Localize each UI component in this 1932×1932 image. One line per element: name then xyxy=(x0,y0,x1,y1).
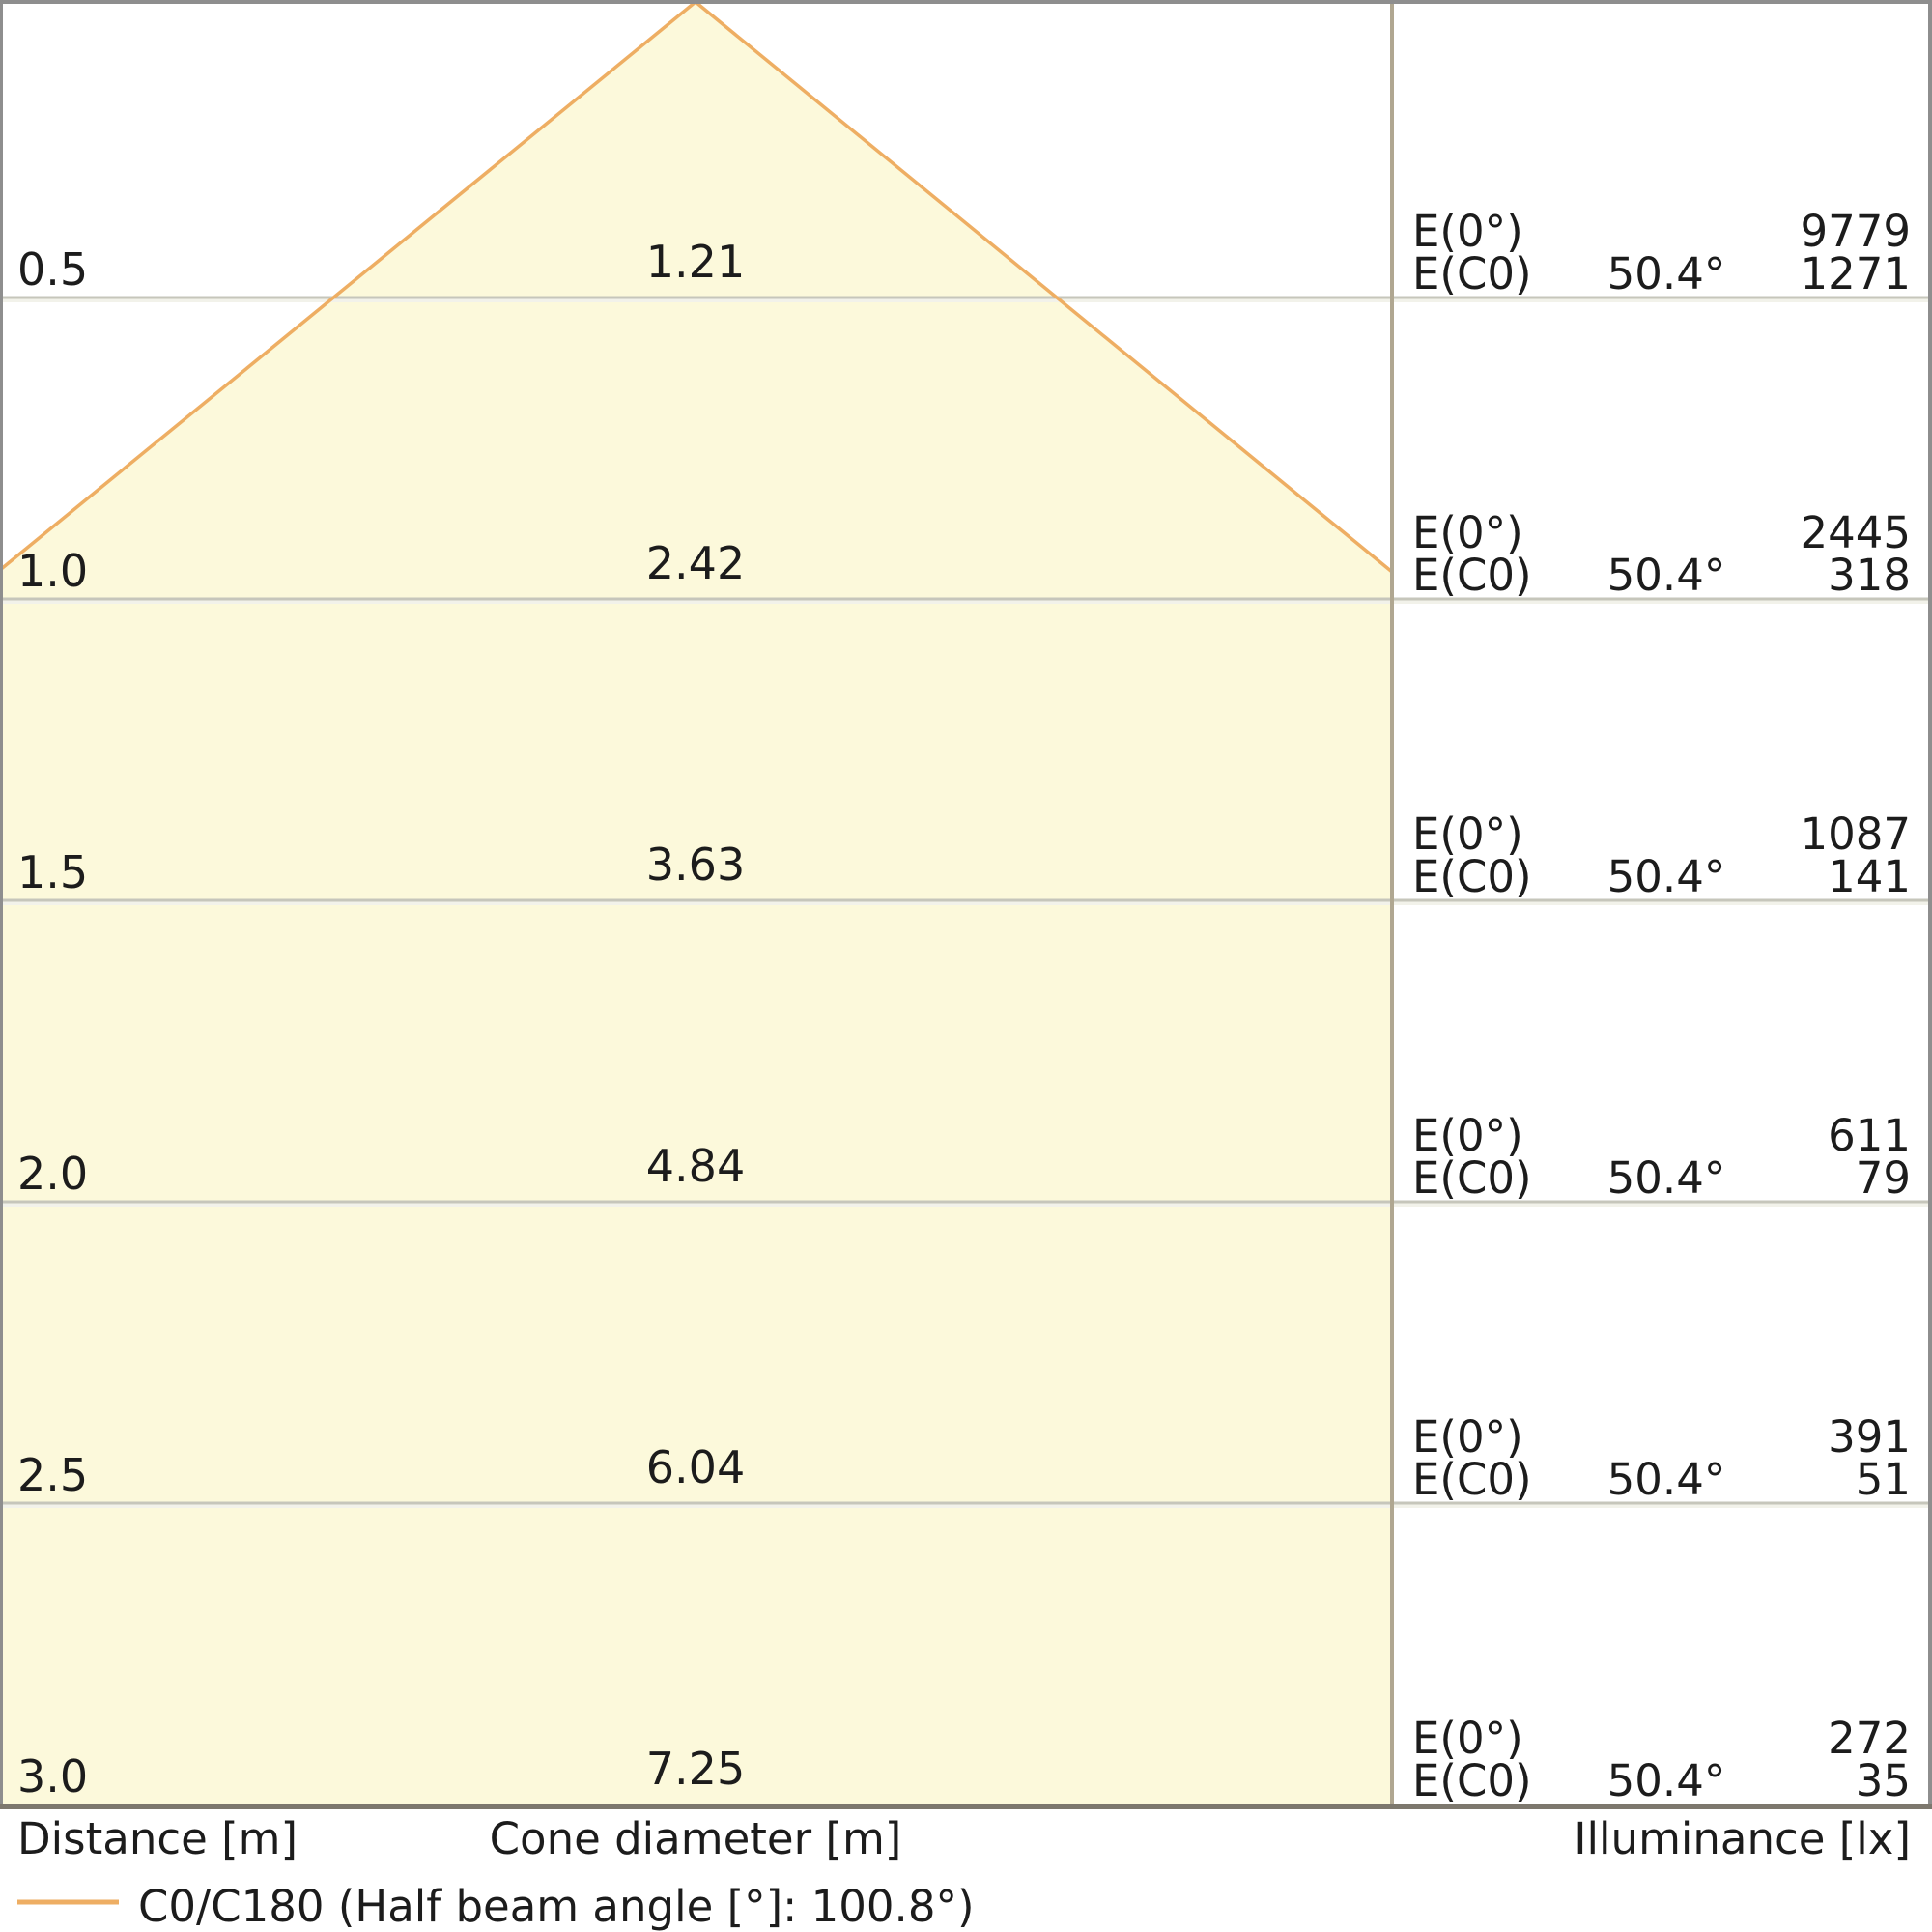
ec0-value: 318 xyxy=(1828,550,1911,601)
cone-diameter-axis-label: Cone diameter [m] xyxy=(489,1813,902,1864)
e0-label: E(0°) xyxy=(1412,1713,1523,1764)
ec0-value: 141 xyxy=(1828,851,1911,902)
cone-diameter-value: 4.84 xyxy=(645,1140,746,1192)
cone-diameter-value: 3.63 xyxy=(645,838,746,891)
distance-tick-1.5: 1.5 xyxy=(17,846,89,898)
e0-value: 1087 xyxy=(1800,809,1911,860)
e0-label: E(0°) xyxy=(1412,507,1523,558)
e0-label: E(0°) xyxy=(1412,1110,1523,1161)
distance-tick-1.0: 1.0 xyxy=(17,545,89,597)
distance-tick-3.0: 3.0 xyxy=(17,1750,89,1803)
e0-value: 2445 xyxy=(1800,507,1911,558)
e0-label: E(0°) xyxy=(1412,206,1523,257)
half-angle: 50.4° xyxy=(1606,550,1726,601)
ec0-label: E(C0) xyxy=(1412,1152,1532,1204)
e0-value: 272 xyxy=(1828,1713,1911,1764)
distance-tick-0.5: 0.5 xyxy=(17,243,89,296)
cone-beam-edges xyxy=(0,0,1394,574)
illuminance-row: E(0°) 1087 E(C0) 50.4° 141 xyxy=(1412,809,1911,902)
illuminance-row: E(0°) 611 E(C0) 50.4° 79 xyxy=(1412,1110,1911,1204)
distance-tick-2.5: 2.5 xyxy=(17,1449,89,1501)
half-angle: 50.4° xyxy=(1606,1755,1726,1806)
cone-diameter-value: 6.04 xyxy=(645,1441,746,1493)
illuminance-row: E(0°) 9779 E(C0) 50.4° 1271 xyxy=(1412,206,1911,299)
legend-label: C0/C180 (Half beam angle [°]: 100.8°) xyxy=(138,1881,975,1932)
chart-frame xyxy=(0,0,1932,1809)
ec0-label: E(C0) xyxy=(1412,248,1532,299)
e0-value: 611 xyxy=(1828,1110,1911,1161)
e0-angle xyxy=(1557,512,1776,554)
ec0-label: E(C0) xyxy=(1412,1755,1532,1806)
half-angle: 50.4° xyxy=(1606,1454,1726,1505)
ec0-label: E(C0) xyxy=(1412,1454,1532,1505)
half-angle: 50.4° xyxy=(1606,1152,1726,1204)
e0-angle xyxy=(1557,813,1776,856)
illuminance-axis-label: Illuminance [lx] xyxy=(1574,1813,1911,1864)
half-angle: 50.4° xyxy=(1606,248,1726,299)
ec0-value: 1271 xyxy=(1800,248,1911,299)
cone-diameter-value: 2.42 xyxy=(645,537,746,589)
ec0-value: 35 xyxy=(1855,1755,1911,1806)
gridlines xyxy=(3,296,1928,1508)
half-angle: 50.4° xyxy=(1606,851,1726,902)
distance-tick-2.0: 2.0 xyxy=(17,1148,89,1200)
e0-label: E(0°) xyxy=(1412,1411,1523,1463)
cone-diameter-value: 7.25 xyxy=(645,1743,746,1795)
ec0-value: 51 xyxy=(1855,1454,1911,1505)
e0-angle xyxy=(1557,1115,1776,1157)
illuminance-row: E(0°) 272 E(C0) 50.4° 35 xyxy=(1412,1713,1911,1806)
illuminance-row: E(0°) 391 E(C0) 50.4° 51 xyxy=(1412,1411,1911,1505)
e0-value: 9779 xyxy=(1800,206,1911,257)
illuminance-row: E(0°) 2445 E(C0) 50.4° 318 xyxy=(1412,507,1911,601)
e0-value: 391 xyxy=(1828,1411,1911,1463)
e0-label: E(0°) xyxy=(1412,809,1523,860)
ec0-label: E(C0) xyxy=(1412,550,1532,601)
e0-angle xyxy=(1557,1416,1776,1459)
distance-axis-label: Distance [m] xyxy=(17,1813,298,1864)
ec0-value: 79 xyxy=(1855,1152,1911,1204)
e0-angle xyxy=(1557,211,1776,253)
e0-angle xyxy=(1557,1718,1776,1760)
ec0-label: E(C0) xyxy=(1412,851,1532,902)
cone-diameter-value: 1.21 xyxy=(645,236,746,288)
